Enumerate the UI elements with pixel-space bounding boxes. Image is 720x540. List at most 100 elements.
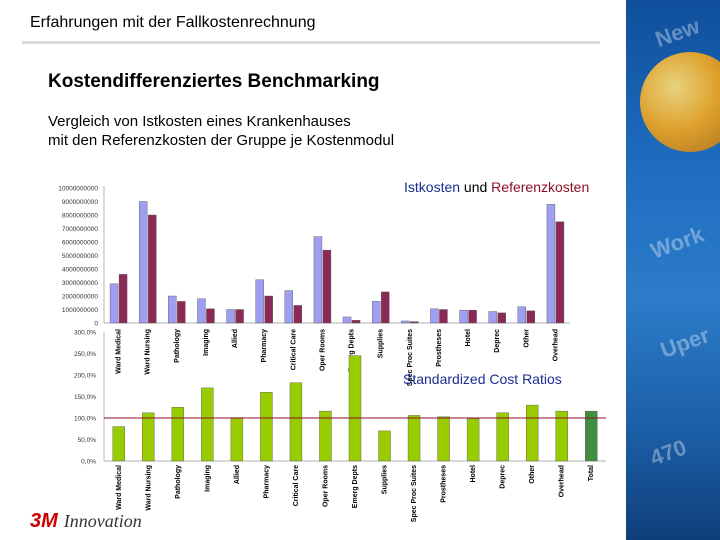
y-tick-label: 4000000000 (62, 267, 99, 274)
x-tick-label: Deprec (494, 329, 501, 353)
x-tick-label: Supplies (378, 329, 385, 358)
x-tick-label: Pharmacy (263, 465, 270, 499)
bar-istkosten (459, 309, 468, 324)
bar-referenzkosten (322, 249, 332, 324)
bar-referenzkosten (235, 309, 244, 324)
x-tick-label: Other (529, 465, 536, 484)
bar-istkosten (109, 283, 119, 324)
x-tick-label: Critical Care (290, 329, 297, 370)
x-tick-label: Ward Nursing (145, 465, 152, 511)
x-tick-label: Emerg Depts (352, 465, 359, 508)
x-tick-label: Oper Rooms (319, 329, 326, 371)
bar-referenzkosten (118, 274, 128, 324)
x-tick-label: Imaging (203, 329, 210, 356)
x-tick-label: Other (523, 329, 530, 348)
y-tick-label: 2000000000 (62, 294, 99, 301)
slide-subtitle: Vergleich von Istkosten eines Krankenhau… (48, 112, 394, 150)
y-tick-label: 8000000000 (62, 213, 99, 220)
bar-referenzkosten (206, 308, 215, 324)
y-tick-label: 7000000000 (62, 226, 99, 233)
bar-referenzkosten (147, 214, 157, 324)
bar-ratio (555, 410, 568, 462)
bar-referenzkosten (177, 301, 186, 324)
legend-istkosten: Istkosten (404, 179, 461, 195)
bar-referenzkosten (439, 309, 448, 324)
bar-ratio (378, 430, 391, 462)
x-tick-label: Pharmacy (261, 329, 268, 363)
bar-ratio (260, 392, 273, 462)
bar-ratio (525, 404, 539, 462)
bar-ratio (496, 412, 509, 462)
y-tick-label: 6000000000 (62, 240, 99, 247)
x-tick-label: Overhead (559, 465, 566, 497)
chart-legend: Istkosten und Referenzkosten (404, 179, 589, 195)
x-tick-label: Ward Medical (116, 329, 123, 374)
company-logo: 3M Innovation (30, 510, 142, 533)
y-tick-label: 250,0% (74, 351, 96, 358)
header-divider (22, 41, 600, 44)
header-title: Erfahrungen mit der Fallkostenrechnung (30, 14, 316, 31)
y-tick-label: 100,0% (74, 416, 96, 423)
x-tick-label: Supplies (382, 465, 389, 494)
subtitle-line-1: Vergleich von Istkosten eines Krankenhau… (48, 113, 351, 130)
x-tick-label: Allied (232, 329, 239, 348)
subtitle-line-2: mit den Referenzkosten der Gruppe je Kos… (48, 132, 395, 149)
bar-istkosten (226, 309, 235, 324)
y-tick-label: 9000000000 (62, 199, 99, 206)
globe-image (640, 52, 720, 152)
ratio-chart-title: Standardized Cost Ratios (403, 371, 562, 387)
bar-ratio (466, 418, 480, 462)
logo-word: Innovation (63, 511, 142, 531)
bar-ratio (585, 410, 598, 462)
bar-ratio (201, 387, 214, 462)
bar-ratio (112, 426, 125, 462)
bar-istkosten (313, 236, 323, 324)
y-tick-label: 3000000000 (62, 280, 99, 287)
bar-istkosten (284, 290, 294, 324)
y-tick-label: 200,0% (74, 373, 96, 380)
bar-istkosten (401, 320, 410, 324)
legend-referenzkosten: Referenzkosten (491, 179, 590, 195)
x-tick-label: Imaging (204, 465, 211, 492)
x-tick-label: Pathology (174, 329, 181, 363)
y-tick-label: 0,0% (81, 459, 96, 466)
bar-ratio (171, 407, 185, 462)
bar-referenzkosten (264, 295, 273, 324)
bar-referenzkosten (497, 312, 506, 324)
x-tick-label: Total (588, 465, 595, 481)
slide-title: Kostendifferenziertes Benchmarking (48, 71, 380, 92)
x-tick-label: Overhead (552, 329, 559, 361)
bar-istkosten (430, 308, 439, 324)
x-tick-label: Pathology (175, 465, 182, 499)
bar-istkosten (138, 201, 148, 324)
y-tick-label: 5000000000 (62, 253, 99, 260)
y-tick-label: 10000000000 (58, 186, 98, 193)
y-tick-label: 300,0% (74, 330, 96, 337)
bar-istkosten (168, 295, 177, 324)
x-tick-label: Hotel (465, 329, 472, 347)
bar-ratio (142, 412, 155, 462)
bar-ratio (230, 417, 244, 462)
x-tick-label: Spec Proc Suites (411, 465, 418, 522)
bar-referenzkosten (293, 305, 303, 324)
bar-istkosten (371, 301, 381, 324)
bar-referenzkosten (351, 320, 361, 324)
x-tick-label: Emerg Depts (349, 329, 356, 372)
x-tick-label: Prostheses (441, 465, 448, 503)
bar-istkosten (342, 316, 352, 324)
x-tick-label: Spec Proc Suites (407, 329, 414, 386)
bar-istkosten (517, 306, 527, 324)
bar-ratio (319, 410, 332, 462)
x-tick-label: Deprec (500, 465, 507, 489)
y-tick-label: 1000000000 (62, 307, 99, 314)
x-tick-label: Ward Nursing (145, 329, 152, 375)
bar-istkosten (255, 279, 264, 324)
x-tick-label: Prostheses (436, 329, 443, 367)
y-tick-label: 150,0% (74, 394, 96, 401)
bar-istkosten (546, 203, 556, 324)
bar-referenzkosten (526, 310, 536, 324)
x-tick-label: Critical Care (293, 465, 300, 506)
bar-istkosten (197, 298, 206, 324)
